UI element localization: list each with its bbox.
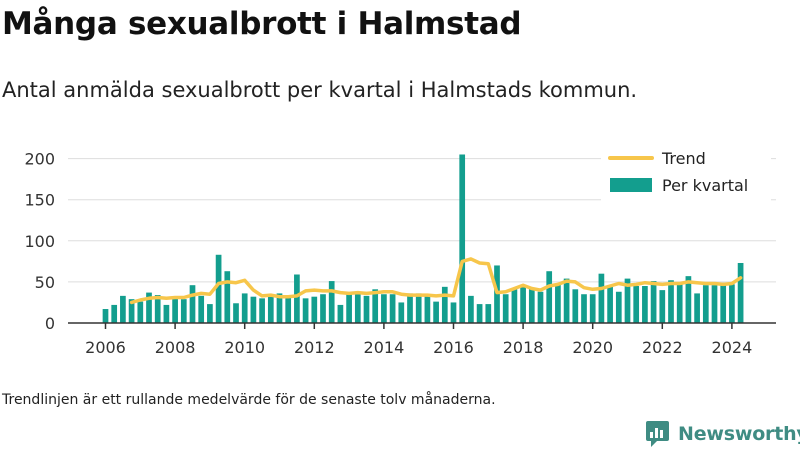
- quarterly-sexual-offences-chart: 0 50 100 150 200 2006 2008 2010 2012 2014 2016 201…: [0, 0, 800, 390]
- bar-q5: [137, 302, 143, 323]
- bar-q39: [433, 302, 439, 323]
- bar-q57: [590, 294, 596, 323]
- x-tick-label-2012: 2012: [294, 338, 335, 357]
- bar-q55: [572, 289, 578, 323]
- x-tick-label-2010: 2010: [224, 338, 265, 357]
- x-tick-label-2018: 2018: [503, 338, 544, 357]
- bar-q66: [668, 280, 674, 323]
- bar-q40: [442, 287, 448, 323]
- bar-q37: [416, 293, 422, 323]
- bar-q26: [320, 294, 326, 323]
- trend-line: [132, 259, 741, 303]
- bar-q35: [398, 302, 404, 323]
- brand-logo[interactable]: Newsworthy: [645, 420, 800, 448]
- legend-bar-swatch: [610, 178, 652, 192]
- bar-q22: [285, 298, 291, 323]
- bar-q19: [259, 298, 265, 323]
- bar-q43: [468, 296, 474, 323]
- x-tick-label-2022: 2022: [642, 338, 683, 357]
- y-axis-ticks: 0 50 100 150 200: [24, 150, 55, 333]
- bar-q18: [251, 297, 257, 323]
- x-tick-label-2008: 2008: [155, 338, 196, 357]
- bar-q65: [659, 290, 665, 323]
- bar-q58: [599, 274, 605, 323]
- bar-q34: [390, 294, 396, 323]
- x-tick-label-2024: 2024: [712, 338, 753, 357]
- bar-q52: [546, 271, 552, 323]
- bar-q31: [364, 296, 370, 323]
- line-series-trend: [132, 259, 741, 303]
- bar-q71: [712, 285, 718, 323]
- bar-q25: [311, 297, 317, 323]
- bar-q59: [607, 285, 613, 323]
- bar-q3: [120, 296, 126, 323]
- bar-q48: [512, 289, 518, 323]
- bar-q56: [581, 294, 587, 323]
- bar-q20: [268, 297, 274, 323]
- bar-q11: [190, 285, 196, 323]
- bar-q60: [616, 292, 622, 323]
- bar-q45: [485, 304, 491, 323]
- bar-q41: [451, 302, 457, 323]
- legend-bar-label: Per kvartal: [662, 176, 748, 195]
- bar-q16: [233, 303, 239, 323]
- x-tick-label-2016: 2016: [433, 338, 474, 357]
- bar-q44: [477, 304, 483, 323]
- bar-q27: [329, 281, 335, 323]
- bar-q49: [520, 286, 526, 323]
- bar-q53: [555, 284, 561, 323]
- bar-q42: [459, 154, 465, 323]
- bar-q74: [738, 263, 744, 323]
- bar-q69: [694, 293, 700, 323]
- bar-q51: [538, 292, 544, 323]
- y-tick-label-50: 50: [35, 273, 55, 292]
- bar-q63: [642, 286, 648, 323]
- y-tick-label-200: 200: [24, 150, 55, 169]
- bar-q13: [207, 304, 213, 323]
- bar-q33: [381, 294, 387, 323]
- bar-q23: [294, 275, 300, 323]
- brand-name: Newsworthy: [678, 423, 800, 445]
- bar-q24: [303, 298, 309, 323]
- bar-q70: [703, 285, 709, 323]
- x-tick-label-2014: 2014: [364, 338, 405, 357]
- bar-q9: [172, 298, 178, 323]
- bar-q62: [633, 286, 639, 323]
- x-axis-ticks: 2006 2008 2010 2012 2014 2016 2018 2020 2022 2024: [85, 323, 752, 357]
- bar-q29: [346, 293, 352, 323]
- bar-q64: [651, 281, 657, 323]
- bar-q14: [216, 255, 222, 323]
- bar-q30: [355, 294, 361, 323]
- bar-q2: [111, 305, 117, 323]
- bar-q54: [564, 279, 570, 323]
- bar-q10: [181, 299, 187, 323]
- newsworthy-logo-icon: [645, 420, 670, 448]
- y-tick-label-0: 0: [45, 314, 55, 333]
- legend-trend-label: Trend: [661, 149, 706, 168]
- bar-q38: [425, 294, 431, 323]
- bar-q72: [720, 283, 726, 323]
- bar-q15: [224, 271, 230, 323]
- bar-q47: [503, 294, 509, 323]
- legend: Trend Per kvartal: [601, 145, 771, 201]
- bar-q28: [338, 305, 344, 323]
- bar-q73: [729, 284, 735, 323]
- x-tick-label-2006: 2006: [85, 338, 126, 357]
- bar-q67: [677, 284, 683, 323]
- x-tick-label-2020: 2020: [572, 338, 613, 357]
- bar-q17: [242, 293, 248, 323]
- bar-q8: [164, 305, 170, 323]
- bar-q1: [103, 309, 109, 323]
- bar-q36: [407, 293, 413, 323]
- bar-q12: [198, 296, 204, 323]
- footnote: Trendlinjen är ett rullande medelvärde f…: [2, 392, 496, 408]
- bar-q50: [529, 288, 535, 323]
- y-tick-label-150: 150: [24, 191, 55, 210]
- y-tick-label-100: 100: [24, 232, 55, 251]
